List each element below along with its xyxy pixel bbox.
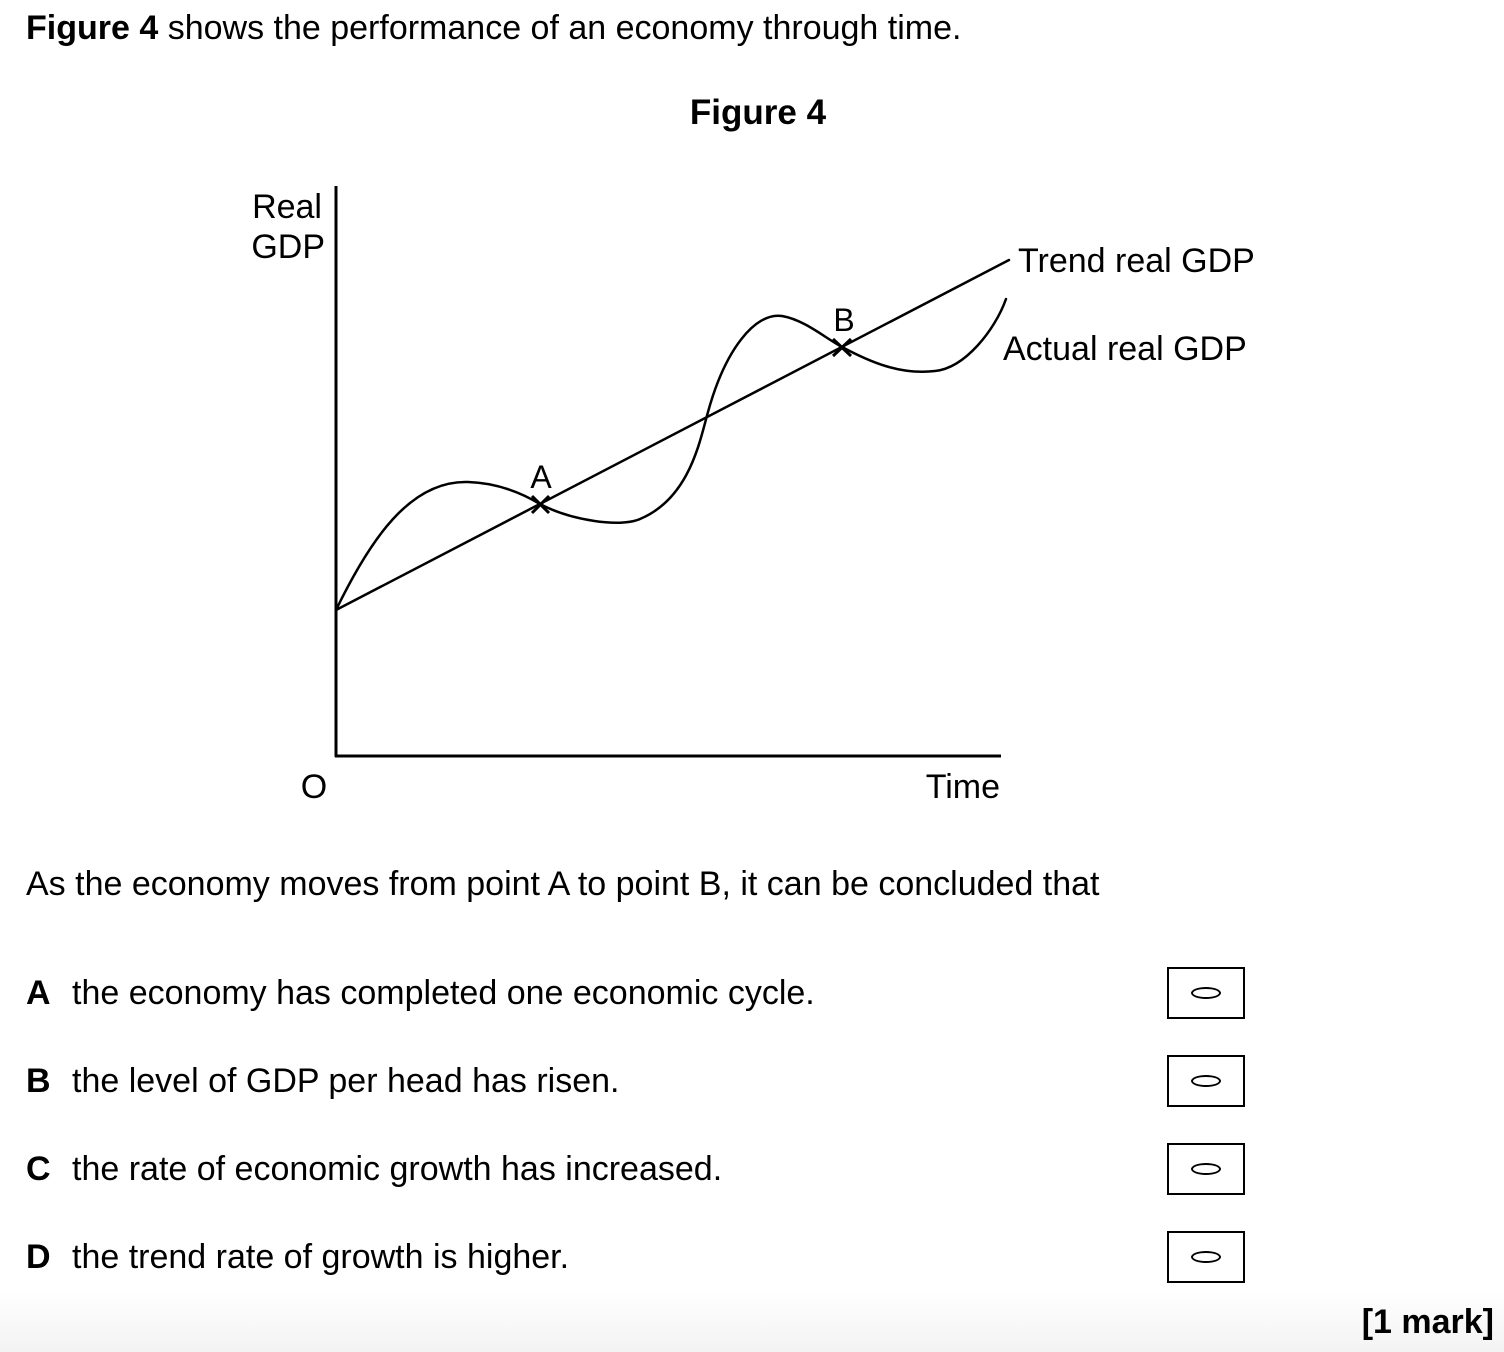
marks-label: [1 mark] [1361,1303,1494,1341]
point-a-label: A [530,459,552,495]
option-letter: B [26,1062,51,1100]
option-letter: D [26,1238,51,1276]
point-b-marker [831,337,853,358]
answer-bubble-icon[interactable] [1191,987,1221,999]
figure-title: Figure 4 [689,93,827,132]
option-letter: A [26,974,51,1012]
y-axis-label-line1: Real [252,188,322,226]
option-b: B the level of GDP per head has risen. [26,1055,1266,1107]
intro-sentence: Figure 4 shows the performance of an eco… [26,8,961,48]
intro-text: shows the performance of an economy thro… [167,9,962,47]
option-d: D the trend rate of growth is higher. [26,1231,1266,1283]
option-a: A the economy has completed one economic… [26,967,1266,1019]
origin-label: O [301,768,327,806]
gdp-figure: Real GDP O Time A B Trend real GDP Actua… [251,186,1255,806]
point-b-label: B [833,302,854,338]
trend-real-gdp-line [334,258,1011,612]
option-text: the rate of economic growth has increase… [72,1150,723,1188]
x-axis-label: Time [926,768,1000,806]
bottom-shade [0,1290,1504,1352]
answer-bubble-icon[interactable] [1191,1075,1221,1087]
answer-box-d[interactable] [1167,1231,1245,1283]
question-stem: As the economy moves from point A to poi… [26,865,1100,903]
figure-reference: Figure 4 [26,9,159,47]
answer-bubble-icon[interactable] [1191,1251,1221,1263]
option-letter: C [26,1150,51,1188]
option-text: the level of GDP per head has risen. [72,1062,620,1100]
answer-bubble-icon[interactable] [1191,1163,1221,1175]
option-c: C the rate of economic growth has increa… [26,1143,1266,1195]
answer-box-c[interactable] [1167,1143,1245,1195]
option-text: the trend rate of growth is higher. [72,1238,570,1276]
y-axis-label-line2: GDP [251,228,325,266]
actual-real-gdp-label: Actual real GDP [1003,330,1247,368]
answer-box-a[interactable] [1167,967,1245,1019]
option-text: the economy has completed one economic c… [72,974,815,1012]
point-a-marker [530,494,551,515]
trend-real-gdp-label: Trend real GDP [1018,242,1255,280]
answer-box-b[interactable] [1167,1055,1245,1107]
actual-real-gdp-curve [334,297,1008,612]
